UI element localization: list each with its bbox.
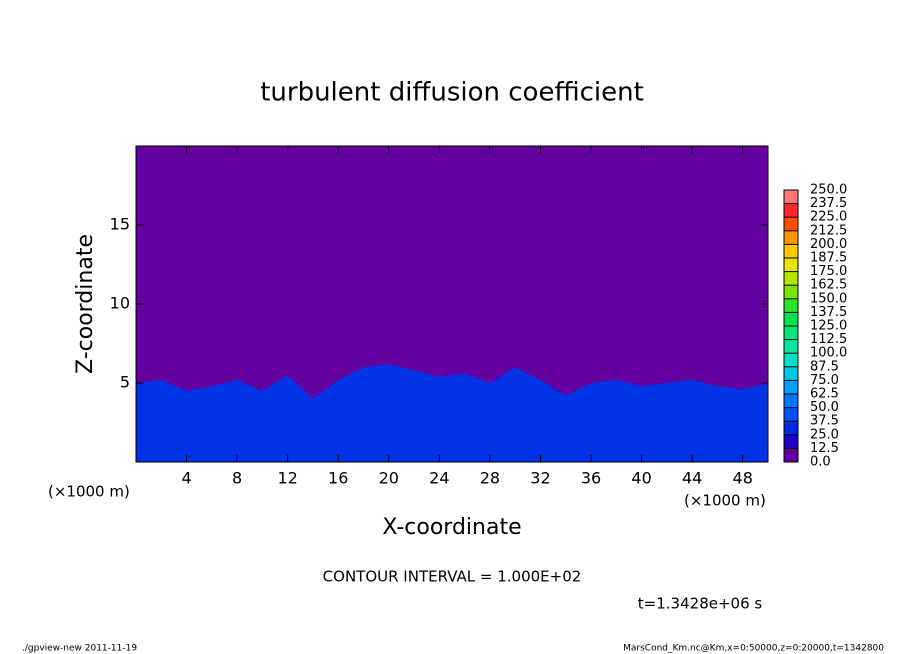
colorbar-band	[784, 339, 798, 354]
colorbar-band	[784, 298, 798, 313]
colorbar-band	[784, 434, 798, 449]
footer-right: MarsCond_Km.nc@Km,x=0:50000,z=0:20000,t=…	[623, 644, 884, 654]
colorbar-label: 187.5	[810, 251, 847, 266]
colorbar-band	[784, 230, 798, 245]
colorbar-label: 37.5	[810, 414, 839, 429]
y-tick-label: 15	[110, 215, 130, 234]
colorbar-band	[784, 271, 798, 286]
colorbar-label: 100.0	[810, 346, 847, 361]
colorbar-band	[784, 217, 798, 231]
colorbar-band	[784, 326, 798, 340]
colorbar-label: 250.0	[810, 183, 847, 198]
colorbar-label: 200.0	[810, 237, 847, 252]
colorbar-label: 175.0	[810, 264, 847, 279]
colorbar-label: 0.0	[810, 455, 831, 470]
x-tick-label: 44	[682, 469, 702, 488]
colorbar-label: 25.0	[810, 427, 839, 442]
y-tick-label: 10	[110, 294, 130, 313]
colorbar-band	[784, 407, 798, 422]
x-tick-label: 28	[480, 469, 500, 488]
x-unit: (×1000 m)	[684, 492, 766, 510]
colorbar-label: 125.0	[810, 319, 847, 334]
colorbar-band	[784, 258, 798, 272]
colorbar-band	[784, 421, 798, 435]
x-tick-label: 24	[429, 469, 449, 488]
colorbar-label: 212.5	[810, 223, 847, 238]
y-tick-label: 5	[120, 373, 130, 392]
x-tick-label: 48	[733, 469, 753, 488]
x-tick-label: 40	[631, 469, 651, 488]
colorbar-label: 12.5	[810, 441, 839, 456]
colorbar-label: 112.5	[810, 332, 847, 347]
colorbar-label: 62.5	[810, 387, 839, 402]
turbulent-layer	[136, 364, 768, 462]
x-tick-label: 32	[530, 469, 550, 488]
x-tick-label: 12	[278, 469, 298, 488]
chart-title: turbulent diffusion coefficient	[260, 78, 644, 108]
colorbar-band	[784, 448, 798, 462]
colorbar-band	[784, 190, 798, 204]
colorbar-band	[784, 380, 798, 394]
colorbar-band	[784, 312, 798, 326]
colorbar-band	[784, 353, 798, 367]
colorbar-label: 150.0	[810, 291, 847, 306]
colorbar-label: 162.5	[810, 278, 847, 293]
time-label: t=1.3428e+06 s	[638, 595, 763, 613]
colorbar-band	[784, 203, 798, 218]
colorbar-band	[784, 366, 798, 381]
x-tick-label: 20	[379, 469, 399, 488]
colorbar-band	[784, 285, 798, 299]
colorbar-label: 75.0	[810, 373, 839, 388]
x-tick-label: 8	[232, 469, 242, 488]
colorbar-band	[784, 244, 798, 258]
x-tick-label: 4	[181, 469, 191, 488]
colorbar-label: 50.0	[810, 400, 839, 415]
x-tick-label: 36	[581, 469, 601, 488]
contour-interval: CONTOUR INTERVAL = 1.000E+02	[323, 568, 582, 586]
colorbar-band	[784, 394, 798, 408]
x-unit: (×1000 m)	[48, 483, 130, 501]
footer-left: ./gpview-new 2011-11-19	[22, 644, 137, 654]
x-axis-label: X-coordinate	[382, 515, 521, 540]
colorbar-label: 237.5	[810, 196, 847, 211]
y-axis-label: Z-coordinate	[73, 234, 98, 374]
x-tick-label: 16	[328, 469, 348, 488]
colorbar-label: 137.5	[810, 305, 847, 320]
colorbar-label: 87.5	[810, 359, 839, 374]
colorbar-label: 225.0	[810, 210, 847, 225]
